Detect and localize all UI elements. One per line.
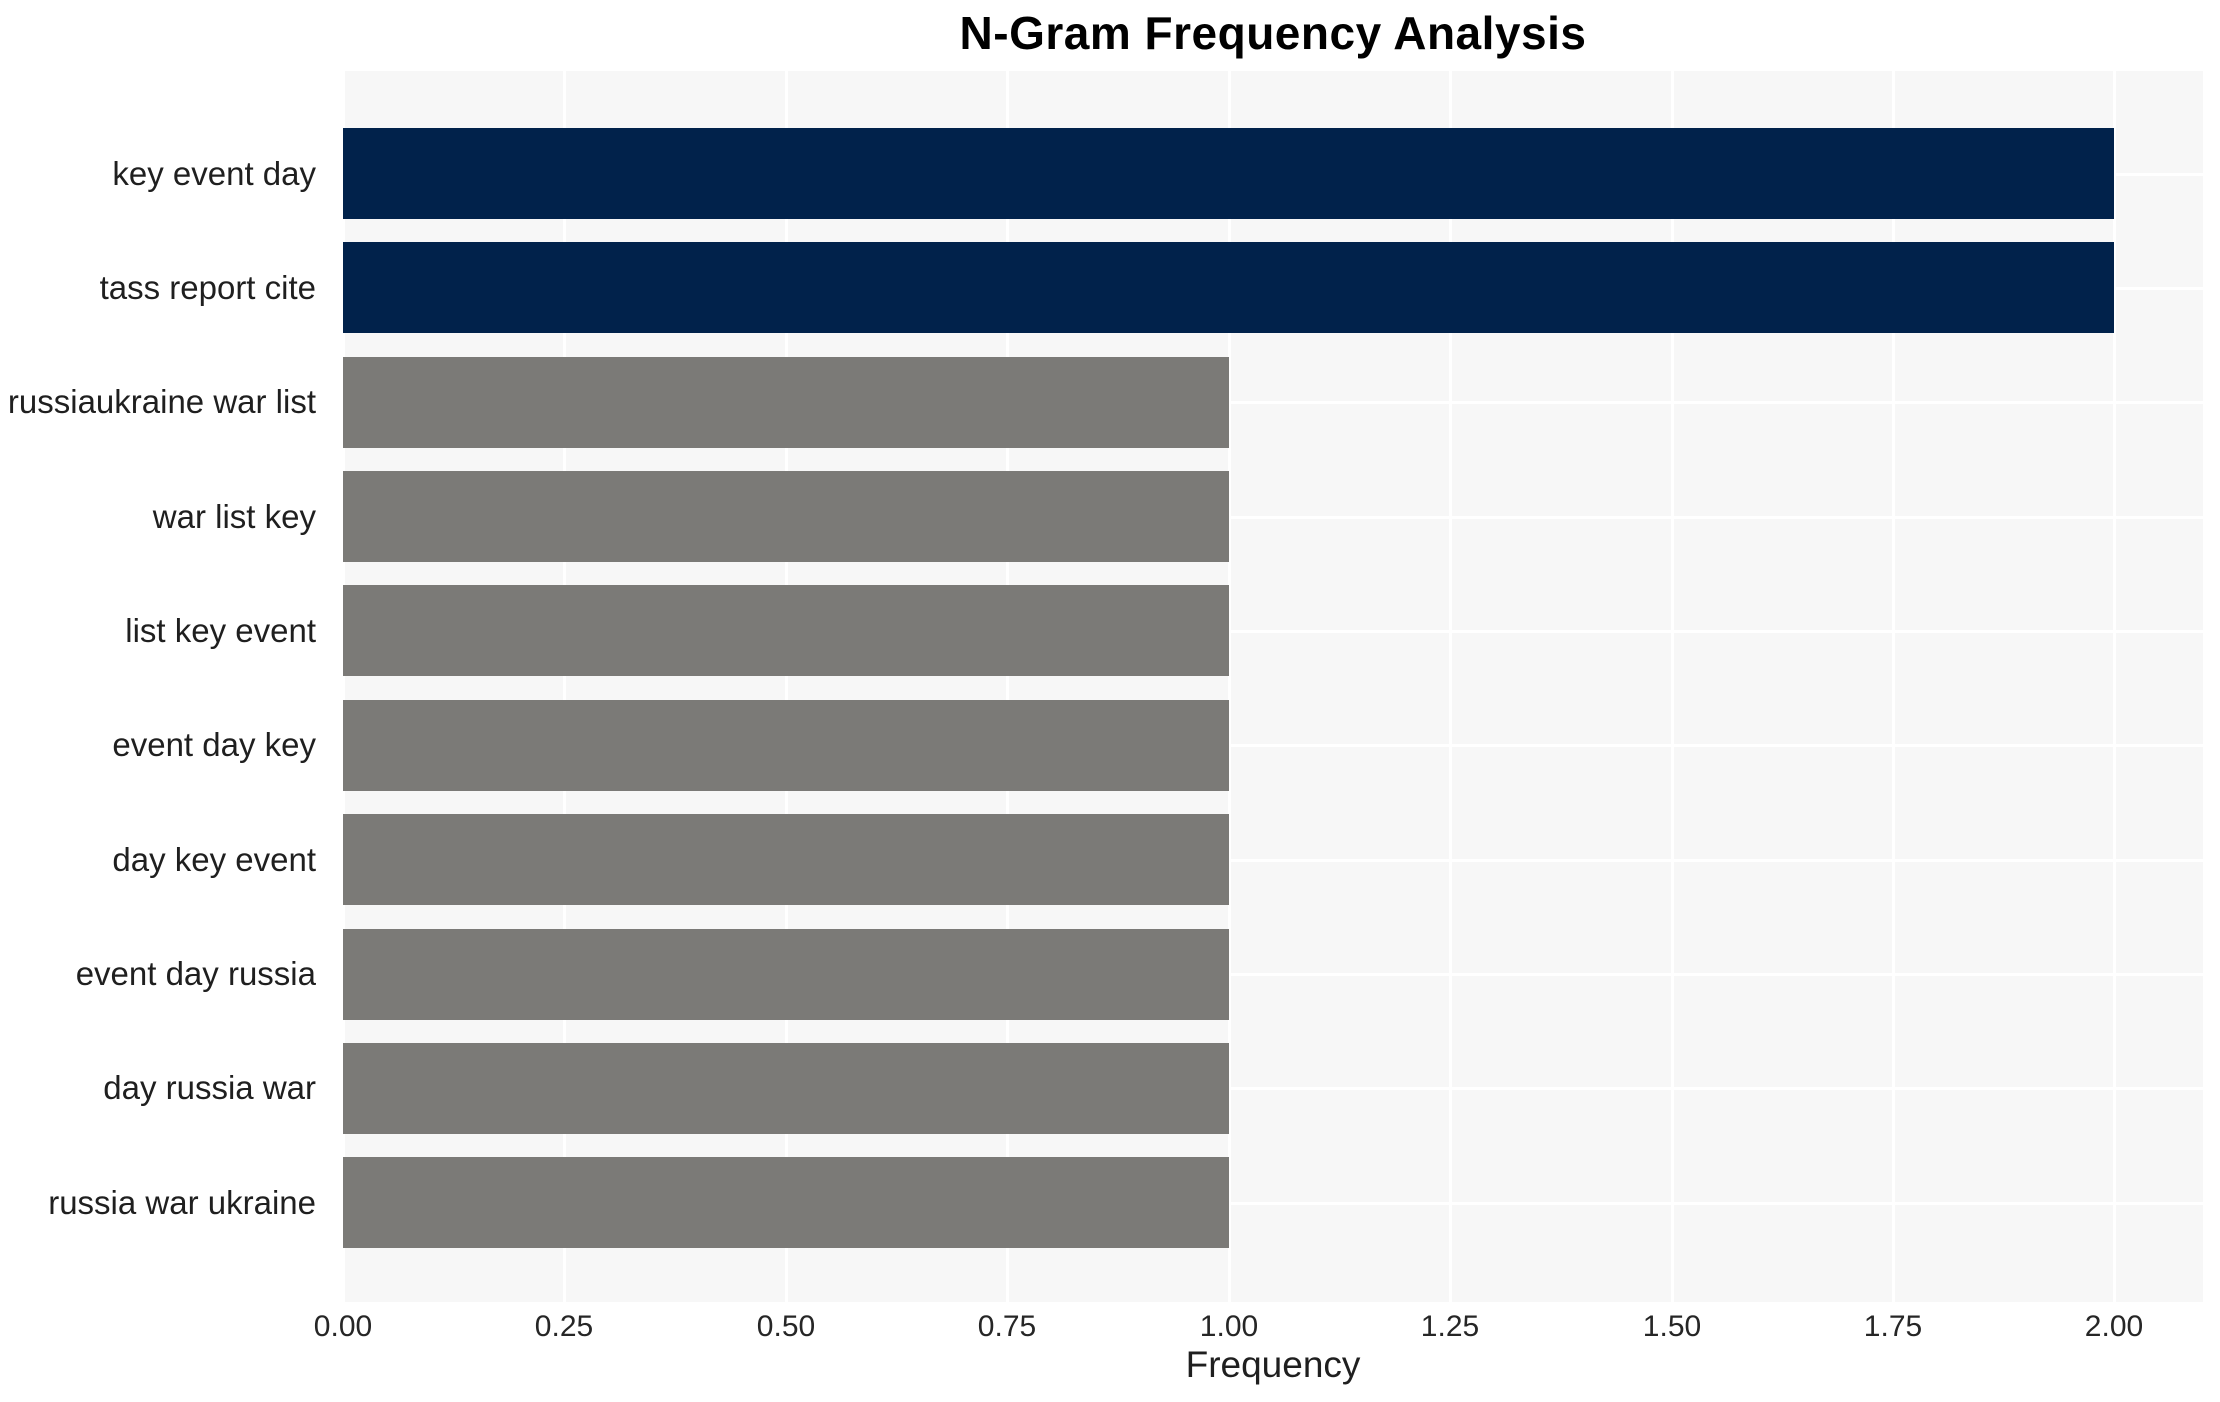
x-tick-label: 0.25 — [534, 1310, 594, 1343]
y-tick-label: tass report cite — [99, 269, 316, 306]
y-tick-label: event day russia — [75, 955, 316, 992]
bar — [343, 128, 2114, 219]
x-tick-label: 1.00 — [1199, 1310, 1259, 1343]
y-gridline — [343, 744, 2203, 747]
plot-area — [343, 71, 2203, 1302]
x-tick-label: 1.25 — [1420, 1310, 1480, 1343]
x-gridline — [785, 71, 788, 1302]
x-gridline — [343, 71, 345, 1302]
y-axis-labels: key event day tass report cite russiaukrai… — [0, 71, 329, 1302]
y-tick-label: war list key — [152, 498, 316, 535]
x-gridline — [1449, 71, 1452, 1302]
bar — [343, 1157, 1229, 1248]
y-gridline — [343, 630, 2203, 633]
bar — [343, 585, 1229, 676]
y-gridline — [343, 859, 2203, 862]
x-gridline — [563, 71, 566, 1302]
x-gridline — [1892, 71, 1895, 1302]
bar — [343, 357, 1229, 448]
x-tick-label: 0.50 — [756, 1310, 816, 1343]
bar — [343, 242, 2114, 333]
x-tick-label: 1.75 — [1863, 1310, 1923, 1343]
y-gridline — [343, 401, 2203, 404]
x-tick-label: 2.00 — [2084, 1310, 2144, 1343]
x-gridline — [1006, 71, 1009, 1302]
y-tick-label: day key event — [112, 841, 316, 878]
bar — [343, 814, 1229, 905]
bar — [343, 471, 1229, 562]
x-axis-tick-labels: 0.00 0.25 0.50 0.75 1.00 1.25 1.50 1.75 2.00 — [314, 1302, 2203, 1348]
bar — [343, 929, 1229, 1020]
y-tick-label: day russia war — [103, 1069, 316, 1106]
x-tick-label: 1.50 — [1642, 1310, 1702, 1343]
y-tick-label: event day key — [112, 726, 316, 763]
x-gridline — [1671, 71, 1674, 1302]
y-gridline — [343, 1202, 2203, 1205]
y-gridline — [343, 516, 2203, 519]
chart-title: N-Gram Frequency Analysis — [959, 7, 1587, 59]
y-tick-label: russiaukraine war list — [7, 383, 316, 420]
y-gridline — [343, 1087, 2203, 1090]
x-gridline — [1228, 71, 1231, 1302]
y-tick-label: key event day — [112, 155, 316, 192]
x-axis-label: Frequency — [1185, 1344, 1361, 1385]
bar — [343, 700, 1229, 791]
bar — [343, 1043, 1229, 1134]
x-gridline — [2113, 71, 2116, 1302]
y-tick-label: russia war ukraine — [48, 1184, 316, 1221]
x-tick-label: 0.75 — [977, 1310, 1037, 1343]
y-gridline — [343, 973, 2203, 976]
y-tick-label: list key event — [125, 612, 316, 649]
x-tick-label: 0.00 — [313, 1310, 373, 1343]
